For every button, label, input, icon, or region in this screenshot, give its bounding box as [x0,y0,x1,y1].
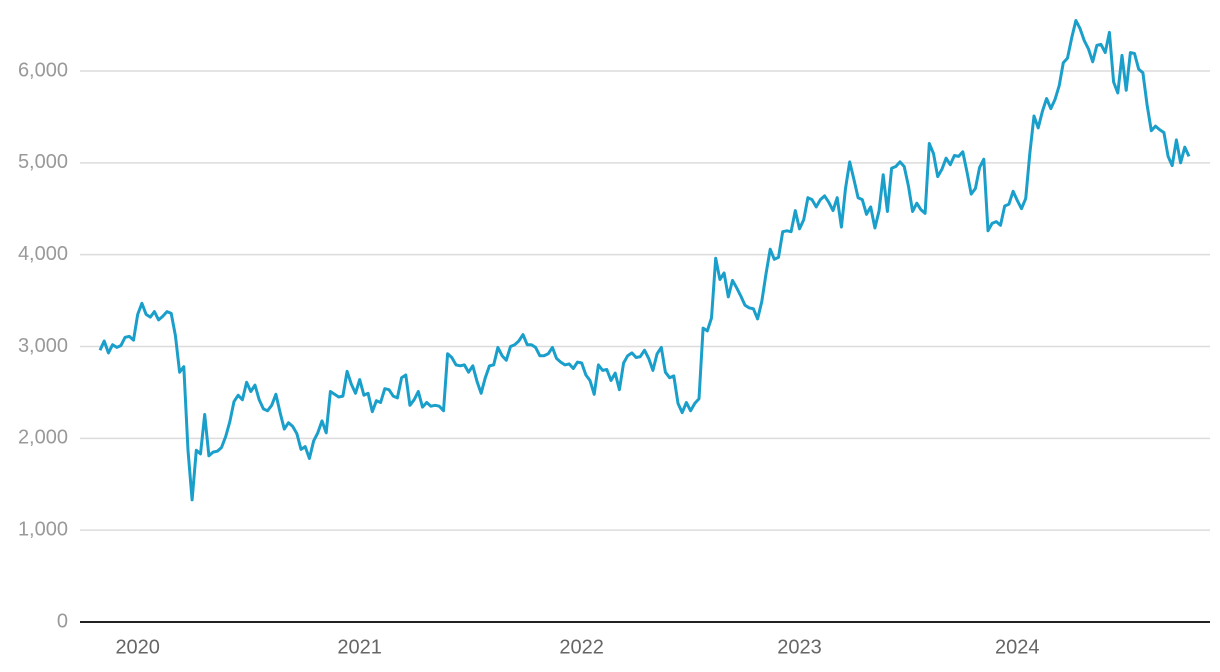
x-tick-label: 2022 [559,636,604,658]
y-tick-label: 4,000 [18,243,68,265]
data-line [98,19,1191,502]
y-tick-label: 5,000 [18,151,68,173]
x-tick-label: 2023 [777,636,822,658]
y-tick-label: 1,000 [18,518,68,540]
x-tick-label: 2021 [337,636,382,658]
x-tick-label: 2024 [995,636,1040,658]
y-tick-label: 2,000 [18,427,68,449]
y-tick-label: 6,000 [18,59,68,81]
y-tick-label: 3,000 [18,335,68,357]
y-tick-label: 0 [57,610,68,632]
x-tick-label: 2020 [115,636,160,658]
